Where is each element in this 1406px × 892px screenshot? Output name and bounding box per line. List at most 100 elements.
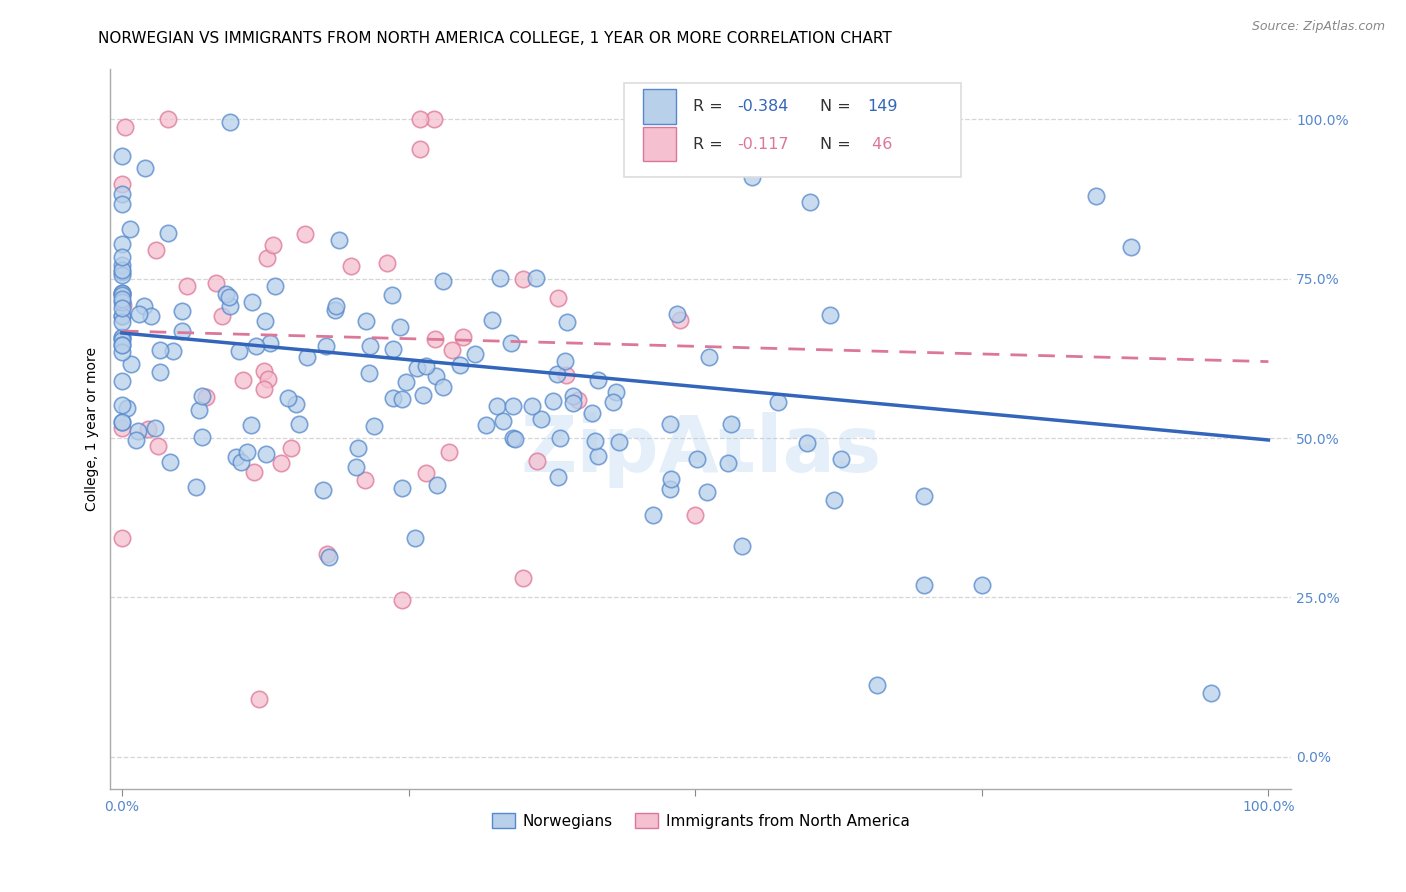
Point xyxy=(1119,240,1142,254)
Point xyxy=(659,417,682,431)
Point xyxy=(353,473,375,487)
Point xyxy=(315,339,337,353)
Point xyxy=(583,434,606,448)
Point xyxy=(526,454,548,468)
Point xyxy=(382,342,405,356)
Point xyxy=(659,483,682,497)
Point xyxy=(111,421,134,435)
Point xyxy=(111,264,134,278)
Point xyxy=(190,430,212,444)
Point xyxy=(524,271,547,285)
Point xyxy=(581,406,603,420)
Point xyxy=(323,302,346,317)
Point xyxy=(253,364,276,378)
Point xyxy=(799,195,821,210)
Point xyxy=(555,314,578,328)
Point xyxy=(686,452,709,467)
Point xyxy=(607,435,630,450)
Point xyxy=(659,472,682,486)
Point xyxy=(970,577,993,591)
Point xyxy=(562,396,585,410)
Point xyxy=(554,354,576,368)
Point xyxy=(111,309,134,323)
Point xyxy=(328,233,350,247)
Point xyxy=(512,272,534,286)
Point xyxy=(766,395,789,409)
Point xyxy=(796,435,818,450)
Point xyxy=(425,332,447,346)
Text: R =: R = xyxy=(693,136,727,152)
Point xyxy=(547,470,569,484)
Point xyxy=(114,120,136,134)
FancyBboxPatch shape xyxy=(643,127,676,161)
Point xyxy=(464,347,486,361)
Point xyxy=(111,338,134,352)
Point xyxy=(697,350,720,364)
Point xyxy=(347,441,370,455)
Point xyxy=(665,307,688,321)
Point xyxy=(111,344,134,359)
Point xyxy=(194,391,217,405)
Legend: Norwegians, Immigrants from North America: Norwegians, Immigrants from North Americ… xyxy=(485,806,915,835)
Point xyxy=(270,456,292,470)
Point xyxy=(111,415,134,429)
Text: 149: 149 xyxy=(868,99,898,114)
Point xyxy=(522,399,544,413)
Point xyxy=(382,391,405,405)
Point xyxy=(354,314,377,328)
Point xyxy=(111,330,134,344)
Text: -0.117: -0.117 xyxy=(738,136,789,152)
Point xyxy=(363,419,385,434)
Point xyxy=(111,177,134,191)
Point xyxy=(912,490,935,504)
Point xyxy=(432,380,454,394)
Point xyxy=(143,421,166,435)
Point xyxy=(449,358,471,372)
Text: R =: R = xyxy=(693,99,727,114)
Point xyxy=(191,389,214,403)
Point xyxy=(391,592,413,607)
Point xyxy=(696,485,718,500)
Point xyxy=(588,373,610,387)
Point xyxy=(225,450,247,465)
Point xyxy=(546,367,568,381)
Point xyxy=(156,112,179,127)
Point xyxy=(115,401,138,416)
Point xyxy=(404,531,426,545)
Point xyxy=(562,389,585,403)
Point xyxy=(219,114,242,128)
Point xyxy=(492,414,515,428)
Point xyxy=(111,250,134,264)
Point xyxy=(415,359,437,374)
Point xyxy=(111,315,134,329)
Point xyxy=(254,447,277,461)
Point xyxy=(253,314,276,328)
Point xyxy=(432,274,454,288)
Point xyxy=(375,256,398,270)
Point xyxy=(111,286,134,301)
Point xyxy=(481,313,503,327)
Point xyxy=(503,432,526,446)
Point xyxy=(741,169,763,184)
Point xyxy=(205,277,228,291)
Point xyxy=(243,465,266,479)
Point xyxy=(720,417,742,431)
Point xyxy=(111,398,134,412)
Point xyxy=(586,449,609,463)
Point xyxy=(294,227,316,242)
Point xyxy=(111,297,134,311)
Point xyxy=(170,303,193,318)
Point xyxy=(425,369,447,384)
Point xyxy=(240,418,263,433)
Text: NORWEGIAN VS IMMIGRANTS FROM NORTH AMERICA COLLEGE, 1 YEAR OR MORE CORRELATION C: NORWEGIAN VS IMMIGRANTS FROM NORTH AMERI… xyxy=(98,31,893,46)
Point xyxy=(111,237,134,252)
Point xyxy=(219,299,242,313)
Point xyxy=(818,308,841,322)
Point xyxy=(550,432,572,446)
FancyBboxPatch shape xyxy=(643,89,676,124)
Text: Source: ZipAtlas.com: Source: ZipAtlas.com xyxy=(1251,20,1385,33)
Point xyxy=(132,299,155,313)
Point xyxy=(249,692,271,706)
Point xyxy=(409,142,432,156)
Point xyxy=(111,149,134,163)
